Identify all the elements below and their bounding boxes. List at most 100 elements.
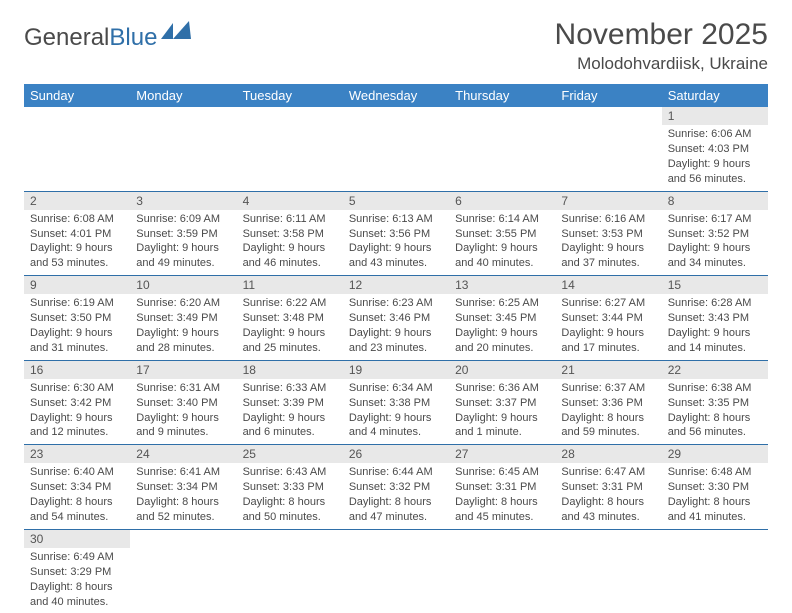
day-number: 13 xyxy=(449,276,555,294)
sunrise-text: Sunrise: 6:17 AM xyxy=(668,212,762,227)
day-number: 7 xyxy=(555,192,661,210)
day-details: Sunrise: 6:28 AMSunset: 3:43 PMDaylight:… xyxy=(662,294,768,359)
sunset-text: Sunset: 3:46 PM xyxy=(349,311,443,326)
day-details: Sunrise: 6:25 AMSunset: 3:45 PMDaylight:… xyxy=(449,294,555,359)
day-number xyxy=(237,107,343,125)
daylight-text: Daylight: 8 hours and 45 minutes. xyxy=(455,495,549,525)
weekday-header-row: SundayMondayTuesdayWednesdayThursdayFrid… xyxy=(24,84,768,107)
sunset-text: Sunset: 3:37 PM xyxy=(455,396,549,411)
day-number: 10 xyxy=(130,276,236,294)
sunrise-text: Sunrise: 6:45 AM xyxy=(455,465,549,480)
calendar-cell xyxy=(555,107,661,191)
calendar-week: 16Sunrise: 6:30 AMSunset: 3:42 PMDayligh… xyxy=(24,360,768,445)
daylight-text: Daylight: 9 hours and 31 minutes. xyxy=(30,326,124,356)
calendar-cell: 3Sunrise: 6:09 AMSunset: 3:59 PMDaylight… xyxy=(130,191,236,276)
sunset-text: Sunset: 4:03 PM xyxy=(668,142,762,157)
sunrise-text: Sunrise: 6:25 AM xyxy=(455,296,549,311)
logo-text-2: Blue xyxy=(109,24,157,51)
sunset-text: Sunset: 3:43 PM xyxy=(668,311,762,326)
daylight-text: Daylight: 9 hours and 28 minutes. xyxy=(136,326,230,356)
daylight-text: Daylight: 9 hours and 34 minutes. xyxy=(668,241,762,271)
day-number: 14 xyxy=(555,276,661,294)
day-number: 11 xyxy=(237,276,343,294)
daylight-text: Daylight: 9 hours and 25 minutes. xyxy=(243,326,337,356)
daylight-text: Daylight: 8 hours and 47 minutes. xyxy=(349,495,443,525)
daylight-text: Daylight: 8 hours and 52 minutes. xyxy=(136,495,230,525)
sunset-text: Sunset: 3:53 PM xyxy=(561,227,655,242)
day-details: Sunrise: 6:17 AMSunset: 3:52 PMDaylight:… xyxy=(662,210,768,275)
day-number: 23 xyxy=(24,445,130,463)
calendar-cell: 6Sunrise: 6:14 AMSunset: 3:55 PMDaylight… xyxy=(449,191,555,276)
calendar-cell: 16Sunrise: 6:30 AMSunset: 3:42 PMDayligh… xyxy=(24,360,130,445)
day-number: 9 xyxy=(24,276,130,294)
calendar-cell: 26Sunrise: 6:44 AMSunset: 3:32 PMDayligh… xyxy=(343,445,449,530)
weekday-header: Monday xyxy=(130,84,236,107)
calendar-cell: 4Sunrise: 6:11 AMSunset: 3:58 PMDaylight… xyxy=(237,191,343,276)
day-number: 30 xyxy=(24,530,130,548)
sunrise-text: Sunrise: 6:31 AM xyxy=(136,381,230,396)
sunset-text: Sunset: 3:44 PM xyxy=(561,311,655,326)
day-details: Sunrise: 6:38 AMSunset: 3:35 PMDaylight:… xyxy=(662,379,768,444)
sunrise-text: Sunrise: 6:34 AM xyxy=(349,381,443,396)
day-details: Sunrise: 6:16 AMSunset: 3:53 PMDaylight:… xyxy=(555,210,661,275)
calendar-cell xyxy=(237,529,343,613)
day-number: 19 xyxy=(343,361,449,379)
sunset-text: Sunset: 3:31 PM xyxy=(455,480,549,495)
sunrise-text: Sunrise: 6:11 AM xyxy=(243,212,337,227)
calendar-cell: 8Sunrise: 6:17 AMSunset: 3:52 PMDaylight… xyxy=(662,191,768,276)
calendar-cell: 9Sunrise: 6:19 AMSunset: 3:50 PMDaylight… xyxy=(24,276,130,361)
sunset-text: Sunset: 3:34 PM xyxy=(30,480,124,495)
sunrise-text: Sunrise: 6:13 AM xyxy=(349,212,443,227)
daylight-text: Daylight: 9 hours and 43 minutes. xyxy=(349,241,443,271)
day-number: 1 xyxy=(662,107,768,125)
daylight-text: Daylight: 9 hours and 53 minutes. xyxy=(30,241,124,271)
day-number: 8 xyxy=(662,192,768,210)
day-details: Sunrise: 6:22 AMSunset: 3:48 PMDaylight:… xyxy=(237,294,343,359)
weekday-header: Sunday xyxy=(24,84,130,107)
daylight-text: Daylight: 9 hours and 37 minutes. xyxy=(561,241,655,271)
sunset-text: Sunset: 3:49 PM xyxy=(136,311,230,326)
daylight-text: Daylight: 9 hours and 46 minutes. xyxy=(243,241,337,271)
logo-text-1: General xyxy=(24,24,109,51)
sunset-text: Sunset: 3:50 PM xyxy=(30,311,124,326)
calendar-cell xyxy=(343,107,449,191)
daylight-text: Daylight: 9 hours and 56 minutes. xyxy=(668,157,762,187)
daylight-text: Daylight: 8 hours and 54 minutes. xyxy=(30,495,124,525)
sunset-text: Sunset: 3:52 PM xyxy=(668,227,762,242)
daylight-text: Daylight: 9 hours and 9 minutes. xyxy=(136,411,230,441)
title-block: November 2025 Molodohvardiisk, Ukraine xyxy=(555,18,768,74)
sunrise-text: Sunrise: 6:14 AM xyxy=(455,212,549,227)
sunset-text: Sunset: 3:38 PM xyxy=(349,396,443,411)
day-number: 29 xyxy=(662,445,768,463)
sunset-text: Sunset: 3:39 PM xyxy=(243,396,337,411)
day-details: Sunrise: 6:27 AMSunset: 3:44 PMDaylight:… xyxy=(555,294,661,359)
sunset-text: Sunset: 3:34 PM xyxy=(136,480,230,495)
weekday-header: Wednesday xyxy=(343,84,449,107)
sunset-text: Sunset: 3:36 PM xyxy=(561,396,655,411)
daylight-text: Daylight: 8 hours and 50 minutes. xyxy=(243,495,337,525)
calendar-cell: 10Sunrise: 6:20 AMSunset: 3:49 PMDayligh… xyxy=(130,276,236,361)
day-number: 17 xyxy=(130,361,236,379)
day-details: Sunrise: 6:06 AMSunset: 4:03 PMDaylight:… xyxy=(662,125,768,190)
day-number: 28 xyxy=(555,445,661,463)
calendar-cell: 25Sunrise: 6:43 AMSunset: 3:33 PMDayligh… xyxy=(237,445,343,530)
weekday-header: Tuesday xyxy=(237,84,343,107)
calendar-cell xyxy=(662,529,768,613)
daylight-text: Daylight: 8 hours and 40 minutes. xyxy=(30,580,124,610)
day-details: Sunrise: 6:44 AMSunset: 3:32 PMDaylight:… xyxy=(343,463,449,528)
calendar-cell: 27Sunrise: 6:45 AMSunset: 3:31 PMDayligh… xyxy=(449,445,555,530)
header: GeneralBlue November 2025 Molodohvardiis… xyxy=(24,18,768,74)
daylight-text: Daylight: 9 hours and 4 minutes. xyxy=(349,411,443,441)
calendar-cell: 19 Sunrise: 6:34 AMSunset: 3:38 PMDayligh… xyxy=(343,360,449,445)
day-details: Sunrise: 6:31 AMSunset: 3:40 PMDaylight:… xyxy=(130,379,236,444)
sunset-text: Sunset: 3:40 PM xyxy=(136,396,230,411)
daylight-text: Daylight: 8 hours and 43 minutes. xyxy=(561,495,655,525)
weekday-header: Thursday xyxy=(449,84,555,107)
daylight-text: Daylight: 9 hours and 14 minutes. xyxy=(668,326,762,356)
calendar-cell: 17Sunrise: 6:31 AMSunset: 3:40 PMDayligh… xyxy=(130,360,236,445)
calendar-cell: 11Sunrise: 6:22 AMSunset: 3:48 PMDayligh… xyxy=(237,276,343,361)
day-number: 15 xyxy=(662,276,768,294)
daylight-text: Daylight: 9 hours and 40 minutes. xyxy=(455,241,549,271)
day-details: Sunrise: 6:45 AMSunset: 3:31 PMDaylight:… xyxy=(449,463,555,528)
daylight-text: Daylight: 8 hours and 56 minutes. xyxy=(668,411,762,441)
